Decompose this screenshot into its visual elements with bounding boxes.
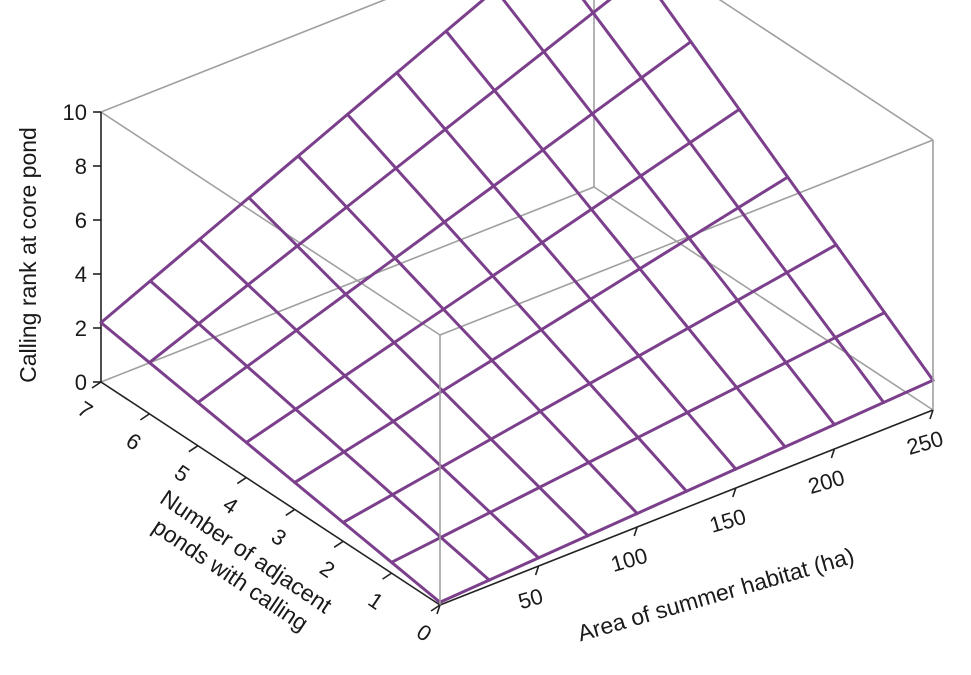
x-tick-0: [436, 604, 441, 615]
y-tick-2: [333, 540, 344, 548]
mesh-line-x-175: [444, 29, 787, 449]
y-tick-5: [188, 445, 199, 453]
y-tick-label-2: 2: [315, 555, 339, 583]
x-tick-label-150: 150: [707, 504, 749, 538]
mesh-line-y-6: [147, 0, 612, 365]
mesh-line-x-250: [659, 0, 935, 382]
x-axis-line: [439, 409, 934, 606]
x-tick-label-250: 250: [904, 426, 946, 460]
x-tick-label-50: 50: [515, 583, 545, 614]
x-tick-250: [929, 409, 934, 420]
x-tick-150: [732, 487, 737, 498]
plot-box-front-edges: [439, 140, 934, 605]
mesh-line-x-150: [395, 71, 738, 471]
y-tick-7: [91, 381, 102, 389]
y-tick-label-1: 1: [364, 587, 388, 615]
box-edge-top-front-x: [439, 139, 934, 336]
z-tick-label-6: 6: [75, 208, 87, 233]
box-edge-top-back-x: [100, 0, 387, 113]
mesh-line-x-0: [99, 321, 442, 604]
mesh-line-y-4: [244, 107, 741, 444]
mesh-line-y-1: [390, 311, 887, 564]
mesh-line-x-25: [148, 279, 491, 582]
mesh-line-x-225: [581, 0, 886, 404]
x-tick-200: [830, 448, 836, 459]
mesh-line-x-200: [501, 0, 836, 427]
y-axis-title: Number of adjacent ponds with calling: [148, 485, 337, 637]
z-axis-title: Calling rank at core pond: [15, 127, 41, 383]
y-tick-label-4: 4: [218, 492, 242, 520]
box-edge-top-back-y: [718, 0, 934, 141]
y-tick-label-0: 0: [412, 619, 436, 647]
mesh-line-x-50: [198, 237, 541, 560]
z-tick-label-8: 8: [75, 154, 87, 179]
z-tick-label-2: 2: [75, 316, 87, 341]
y-tick-1: [382, 572, 393, 580]
mesh-line-y-7: [99, 0, 486, 325]
mesh-line-x-100: [296, 154, 639, 515]
box-edge-back-bottom-x: [100, 186, 595, 383]
box-edge-top-left-y: [100, 111, 441, 336]
plot-box-back-edges: [100, 0, 934, 411]
box-edge-back-bottom-y: [593, 186, 934, 411]
x-tick-100: [633, 526, 638, 537]
mesh-line-y-5: [196, 40, 693, 405]
z-tick-label-0: 0: [75, 370, 87, 395]
ticks: [91, 111, 934, 615]
y-tick-label-3: 3: [267, 523, 291, 551]
mesh-line-y-2: [341, 243, 838, 524]
y-tick-label-5: 5: [170, 460, 194, 488]
mesh-line-x-75: [247, 196, 590, 538]
y-axis-line: [100, 381, 441, 606]
x-tick-label-100: 100: [608, 543, 650, 577]
z-tick-label-4: 4: [75, 262, 87, 287]
y-tick-3: [285, 508, 296, 517]
mesh-line-x-125: [346, 112, 688, 493]
surface-mesh: [99, 0, 935, 604]
x-tick-label-200: 200: [805, 465, 847, 499]
mesh-line-y-0: [438, 378, 935, 604]
y-tick-0: [430, 604, 441, 612]
axes: [100, 112, 934, 606]
y-tick-label-7: 7: [73, 396, 97, 424]
y-tick-6: [139, 413, 150, 421]
x-tick-50: [534, 565, 540, 576]
mesh-line-y-3: [293, 175, 790, 484]
y-tick-label-6: 6: [122, 428, 146, 456]
z-tick-label-10: 10: [63, 100, 87, 125]
y-tick-4: [236, 476, 247, 485]
